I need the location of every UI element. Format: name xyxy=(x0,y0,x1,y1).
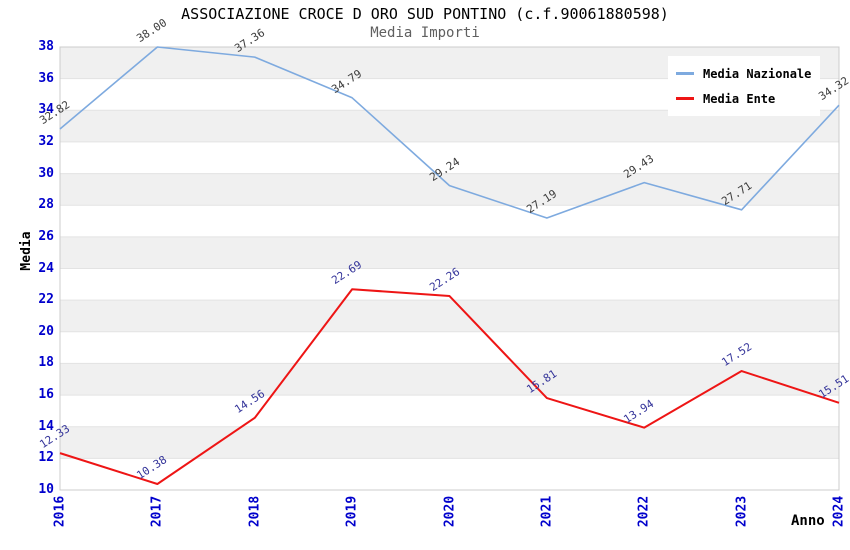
legend: Media Nazionale Media Ente xyxy=(668,56,820,116)
y-tick-label: 38 xyxy=(38,39,54,54)
x-axis-title: Anno xyxy=(791,513,825,529)
y-tick-label: 22 xyxy=(38,292,54,308)
y-tick-label: 16 xyxy=(38,387,54,403)
x-tick-label: 2024 xyxy=(831,495,847,528)
legend-entry: Media Nazionale xyxy=(676,61,820,86)
plot-band xyxy=(60,395,839,427)
y-tick-label: 12 xyxy=(38,450,54,466)
y-tick-label: 24 xyxy=(38,260,54,276)
media-nazionale-line xyxy=(59,46,840,219)
plot-band xyxy=(60,236,839,269)
x-tick-label: 2016 xyxy=(52,495,68,528)
y-tick-label: 14 xyxy=(38,418,54,434)
media-ente-line xyxy=(59,288,840,485)
y-tick-label: 30 xyxy=(38,165,54,181)
y-tick-label: 36 xyxy=(38,70,54,86)
plot-band xyxy=(60,300,839,332)
x-tick-label: 2018 xyxy=(247,495,263,528)
plot-band xyxy=(60,141,839,174)
legend-entry: Media Ente xyxy=(676,86,820,111)
plot-border xyxy=(59,46,840,491)
y-tick-label: 20 xyxy=(38,323,54,339)
x-tick-label: 2022 xyxy=(636,495,652,528)
x-tick-label: 2020 xyxy=(442,495,457,528)
y-tick-label: 34 xyxy=(38,102,54,118)
plot-band xyxy=(60,268,839,301)
y-tick-label: 26 xyxy=(38,228,54,244)
plot-band xyxy=(60,331,839,364)
legend-entry-label: Media Nazionale xyxy=(703,66,812,81)
legend-entry-label: Media Ente xyxy=(703,91,776,106)
plot-band xyxy=(60,205,839,237)
y-tick-label: 10 xyxy=(38,482,54,497)
legend-line-swatch xyxy=(676,72,694,75)
legend-line-swatch xyxy=(676,97,694,100)
plot-band xyxy=(60,458,839,490)
y-tick-label: 18 xyxy=(38,355,54,371)
chart-subtitle: Media Importi xyxy=(370,25,480,41)
y-tick-label: 28 xyxy=(38,197,54,213)
x-tick-label: 2021 xyxy=(539,495,555,528)
x-tick-label: 2023 xyxy=(734,495,750,528)
x-tick-label: 2017 xyxy=(149,495,165,528)
chart-title: ASSOCIAZIONE CROCE D ORO SUD PONTINO (c.… xyxy=(181,5,669,23)
plot-band xyxy=(60,426,839,459)
x-tick-label: 2019 xyxy=(344,495,360,528)
y-tick-label: 32 xyxy=(38,133,54,149)
